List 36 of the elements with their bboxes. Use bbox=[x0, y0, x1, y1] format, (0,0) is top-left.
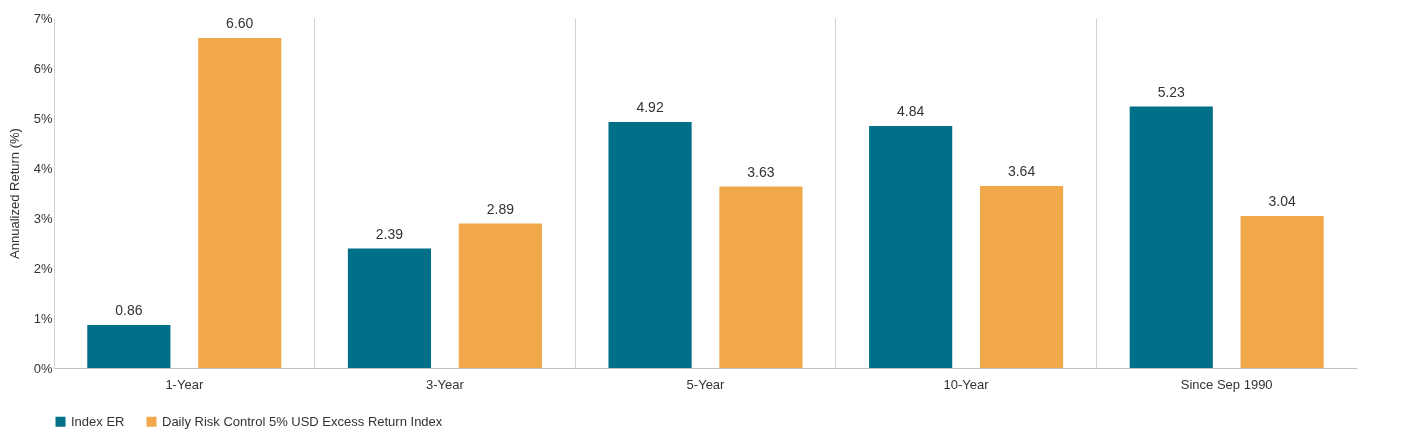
data-label: 0.86 bbox=[115, 302, 143, 318]
x-tick-label: 10-Year bbox=[943, 376, 990, 392]
data-label: 4.84 bbox=[897, 103, 925, 119]
legend-label: Daily Risk Control 5% USD Excess Return Index bbox=[162, 413, 443, 429]
data-label: 3.63 bbox=[747, 163, 775, 180]
legend-label: Index ER bbox=[71, 413, 125, 429]
bar bbox=[1240, 216, 1324, 368]
data-label: 3.64 bbox=[1007, 163, 1036, 179]
bar bbox=[869, 126, 953, 368]
y-tick-label: 6% bbox=[33, 60, 53, 76]
data-label: 2.89 bbox=[486, 200, 515, 217]
bar bbox=[458, 223, 542, 368]
bar bbox=[198, 38, 282, 368]
x-tick-label: Since Sep 1990 bbox=[1180, 376, 1273, 392]
y-tick-label: 0% bbox=[33, 360, 53, 376]
x-tick-label: 3-Year bbox=[425, 376, 465, 392]
bar bbox=[347, 248, 432, 368]
data-label: 3.04 bbox=[1268, 193, 1296, 209]
bar bbox=[979, 186, 1064, 368]
data-label: 2.39 bbox=[375, 225, 404, 242]
bar bbox=[1129, 106, 1213, 368]
bar bbox=[87, 325, 171, 368]
y-tick-label: 1% bbox=[33, 310, 53, 326]
y-tick-label: 3% bbox=[33, 210, 53, 226]
data-label: 5.23 bbox=[1157, 83, 1186, 100]
y-tick-label: 4% bbox=[33, 160, 53, 176]
bar bbox=[719, 186, 803, 368]
x-tick-label: 5-Year bbox=[686, 376, 726, 392]
x-tick-label: 1-Year bbox=[165, 376, 204, 392]
bar bbox=[608, 122, 692, 368]
y-axis-title: Annualized Return (%) bbox=[6, 128, 22, 259]
y-tick-label: 5% bbox=[33, 110, 53, 126]
data-label: 6.60 bbox=[226, 15, 254, 31]
data-label: 4.92 bbox=[636, 99, 664, 115]
y-tick-label: 2% bbox=[33, 260, 53, 276]
y-tick-label: 7% bbox=[33, 10, 53, 26]
